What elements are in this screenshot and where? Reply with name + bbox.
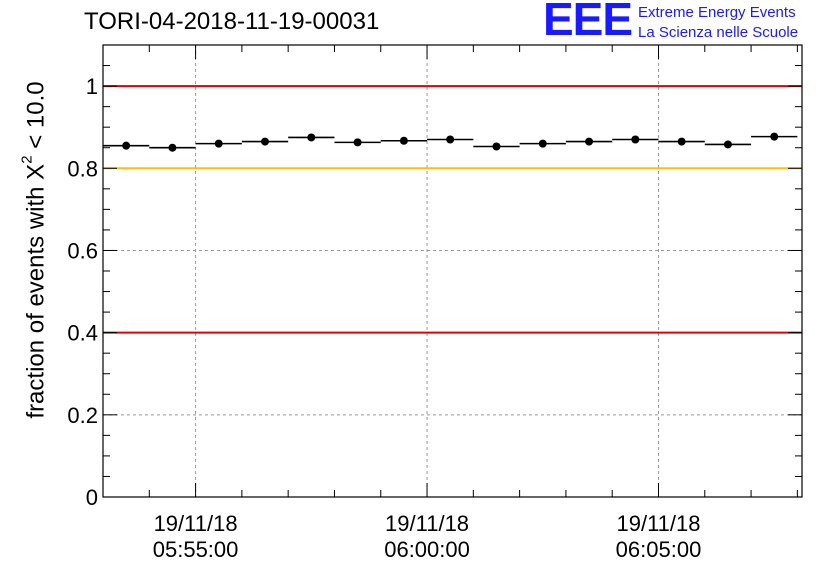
data-point-12	[677, 137, 686, 146]
y-tick-label-1: 0.2	[67, 403, 98, 428]
data-point-8	[492, 142, 501, 151]
x-tick-date-2: 19/11/18	[616, 511, 700, 536]
data-point-0	[122, 141, 131, 150]
logo-tagline-1: Extreme Energy Events	[638, 4, 796, 21]
data-point-6	[399, 136, 408, 145]
y-tick-label-4: 0.8	[67, 156, 98, 181]
x-tick-date-0: 19/11/18	[154, 511, 238, 536]
data-point-11	[631, 135, 640, 144]
y-tick-label-5: 1	[86, 74, 98, 99]
data-point-14	[770, 132, 779, 141]
plot-frame	[102, 44, 803, 498]
x-tick-time-1: 06:00:00	[384, 537, 470, 562]
y-tick-label-0: 0	[86, 485, 98, 510]
data-point-13	[723, 140, 732, 149]
x-tick-time-2: 06:05:00	[616, 537, 702, 562]
eee-logo: EEE Extreme Energy Events La Scienza nel…	[543, 0, 833, 44]
eee-logo-mark: EEE	[543, 0, 633, 45]
data-point-9	[538, 139, 547, 148]
data-point-7	[446, 135, 455, 144]
run-title: TORI-04-2018-11-19-00031	[84, 8, 380, 35]
data-point-2	[214, 139, 223, 148]
y-tick-label-2: 0.4	[67, 321, 98, 346]
data-point-3	[261, 137, 270, 146]
data-point-5	[353, 138, 362, 147]
data-point-10	[585, 137, 594, 146]
data-point-4	[307, 133, 316, 142]
y-tick-label-3: 0.6	[67, 238, 98, 263]
x-tick-date-1: 19/11/18	[385, 511, 469, 536]
x-tick-time-0: 05:55:00	[153, 537, 239, 562]
logo-tagline-2: La Scienza nelle Scuole	[638, 24, 799, 41]
data-point-1	[168, 143, 177, 152]
